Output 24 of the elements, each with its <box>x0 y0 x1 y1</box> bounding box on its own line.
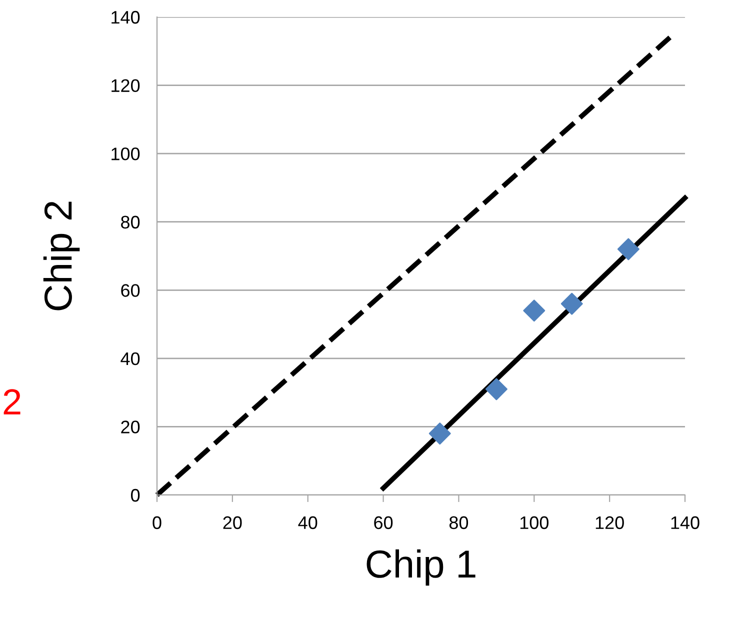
y-axis-title: Chip 2 <box>43 202 80 310</box>
point <box>485 378 508 400</box>
x-tick-label: 140 <box>671 516 700 530</box>
x-tick-label: 40 <box>298 516 318 530</box>
point <box>523 300 546 322</box>
point <box>560 292 583 315</box>
text: 2 <box>4 389 20 414</box>
x-tick-label: 0 <box>152 516 162 530</box>
y-tick-label: 120 <box>112 79 140 92</box>
x-tick-label: 100 <box>520 516 548 530</box>
point <box>617 238 640 260</box>
y-tick-label: 80 <box>121 216 140 229</box>
y-tick-label: 40 <box>120 352 140 366</box>
y-tick-label: 60 <box>121 284 140 297</box>
x-tick-label: 120 <box>596 516 624 530</box>
x-tick-label: 80 <box>449 516 468 530</box>
point <box>428 422 451 445</box>
y-tick-label: 140 <box>112 10 140 24</box>
x-tick-label: 60 <box>374 516 393 530</box>
y-tick-label: 20 <box>121 420 140 434</box>
x-tick-label: 20 <box>223 516 242 530</box>
x-axis-title: Chip 1 <box>366 549 476 586</box>
y-tick-label: 0 <box>131 488 140 502</box>
y-tick-label: 100 <box>112 148 140 160</box>
